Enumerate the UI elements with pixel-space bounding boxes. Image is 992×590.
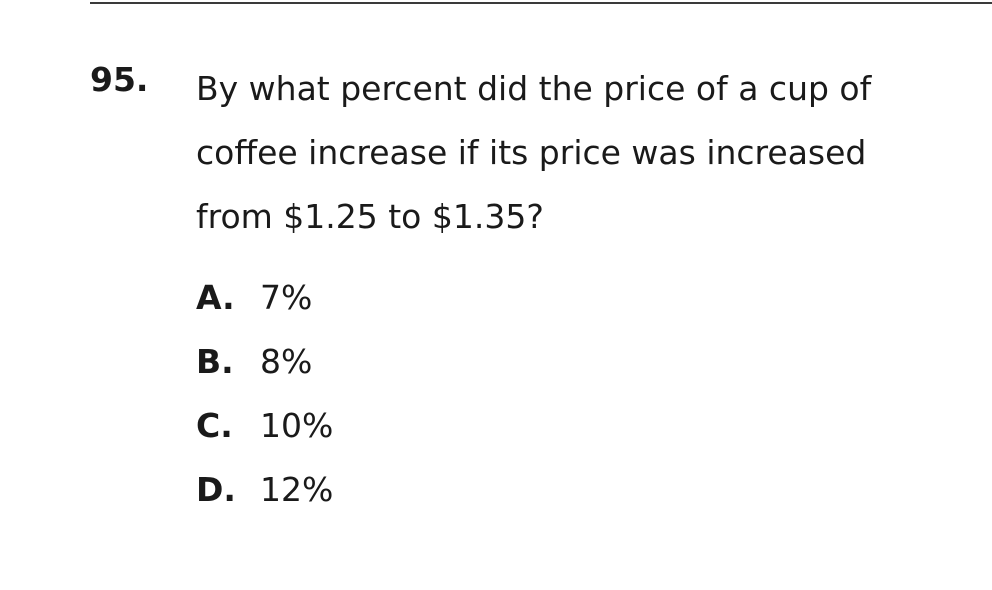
question-line: By what percent did the price of a cup o… bbox=[196, 69, 872, 108]
choice-letter: B. bbox=[196, 341, 234, 381]
choice-value: 8% bbox=[260, 341, 313, 381]
question-line: from $1.25 to $1.35? bbox=[196, 197, 544, 236]
choice-letter: C. bbox=[196, 405, 233, 445]
choice-letter: A. bbox=[196, 277, 235, 317]
question-number: 95. bbox=[90, 60, 149, 99]
choice-a[interactable]: A. 7% bbox=[196, 265, 333, 329]
question-line: coffee increase if its price was increas… bbox=[196, 133, 867, 172]
question-text: By what percent did the price of a cup o… bbox=[196, 57, 956, 249]
choice-letter: D. bbox=[196, 469, 236, 509]
choice-value: 10% bbox=[260, 405, 334, 445]
choice-c[interactable]: C. 10% bbox=[196, 393, 333, 457]
choice-value: 7% bbox=[260, 277, 313, 317]
choice-d[interactable]: D. 12% bbox=[196, 457, 333, 521]
answer-choices: A. 7% B. 8% C. 10% D. 12% bbox=[196, 265, 333, 521]
top-divider bbox=[90, 2, 992, 4]
choice-value: 12% bbox=[260, 469, 334, 509]
choice-b[interactable]: B. 8% bbox=[196, 329, 333, 393]
